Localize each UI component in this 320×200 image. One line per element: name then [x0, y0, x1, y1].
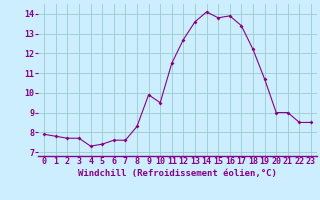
X-axis label: Windchill (Refroidissement éolien,°C): Windchill (Refroidissement éolien,°C)	[78, 169, 277, 178]
